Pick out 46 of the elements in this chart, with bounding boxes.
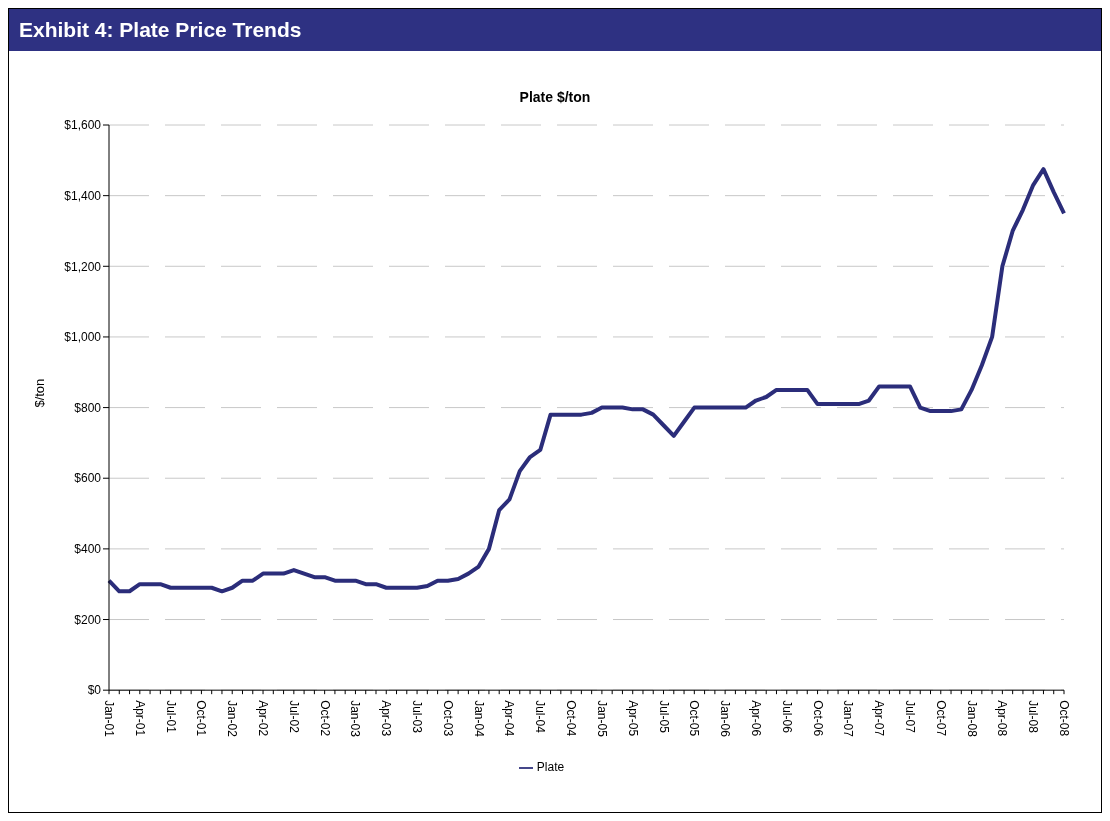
chart-title: Exhibit 4: Plate Price Trends [9, 9, 1101, 51]
x-tick-label: Jul-07 [902, 700, 917, 734]
x-tick-label: Apr-05 [625, 700, 640, 737]
x-tick-label: Apr-03 [379, 700, 394, 737]
y-tick-label: $1,400 [64, 188, 102, 203]
x-tick-label: Jul-01 [163, 700, 178, 734]
y-tick-label: $1,000 [64, 330, 102, 345]
x-tick-label: Jul-03 [410, 700, 425, 734]
x-tick-label: Apr-02 [256, 700, 271, 737]
y-axis-title: $/ton [31, 378, 47, 408]
x-tick-label: Jul-04 [533, 700, 548, 734]
x-tick-label: Jul-02 [286, 700, 301, 734]
y-tick-label: $800 [74, 400, 102, 415]
x-tick-label: Jul-06 [779, 700, 794, 734]
x-tick-label: Oct-06 [810, 700, 825, 737]
x-tick-label: Jan-01 [102, 700, 116, 738]
x-tick-label: Oct-07 [933, 700, 948, 737]
y-tick-label: $600 [74, 471, 102, 486]
x-tick-label: Jan-07 [841, 700, 856, 738]
y-tick-label: $200 [74, 612, 102, 627]
x-tick-label: Apr-01 [132, 700, 147, 737]
x-tick-label: Oct-08 [1057, 700, 1071, 737]
x-tick-label: Jul-08 [1026, 700, 1041, 734]
x-tick-label: Jan-04 [471, 700, 486, 738]
x-tick-label: Apr-07 [872, 700, 887, 737]
x-tick-label: Oct-01 [194, 700, 209, 737]
x-tick-label: Apr-04 [502, 700, 517, 737]
line-series [107, 167, 1066, 594]
x-tick-label: Jul-05 [656, 700, 671, 734]
x-tick-label: Oct-04 [564, 700, 579, 737]
y-tick-label: $1,600 [64, 118, 102, 133]
x-tick-label: Oct-02 [317, 700, 332, 737]
x-tick-label: Jan-02 [225, 700, 240, 738]
y-tick-label: $0 [87, 683, 102, 698]
y-tick-label: $1,200 [64, 259, 102, 274]
x-tick-label: Jan-06 [718, 700, 733, 738]
x-tick-label: Jan-05 [594, 700, 609, 738]
x-tick-label: Apr-06 [748, 700, 763, 737]
legend-label: Plate [536, 760, 565, 775]
x-tick-label: Oct-03 [440, 700, 455, 737]
chart-subtitle: Plate $/ton [518, 89, 592, 105]
x-tick-label: Apr-08 [995, 700, 1010, 737]
x-tick-label: Oct-05 [687, 700, 702, 737]
x-tick-label: Jan-03 [348, 700, 363, 738]
y-tick-label: $400 [74, 542, 102, 557]
x-tick-label: Jan-08 [964, 700, 979, 738]
